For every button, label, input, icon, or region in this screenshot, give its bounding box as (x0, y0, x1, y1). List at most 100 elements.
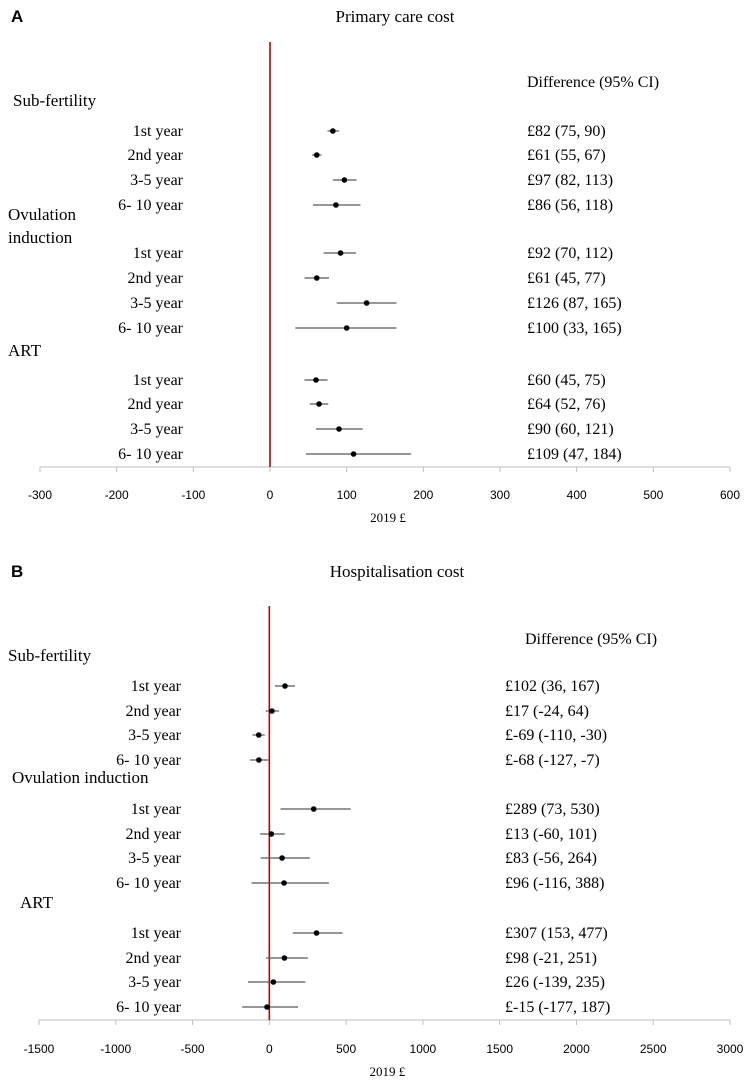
estimate-point (313, 930, 320, 936)
panel-a: A Primary care cost Difference (95% CI) -30… (8, 7, 740, 525)
estimate-point (269, 708, 275, 714)
estimate-point (264, 1004, 270, 1010)
row-label: 6- 10 year (118, 446, 184, 463)
x-tick-label: -100 (181, 488, 205, 502)
x-tick-label: 100 (337, 488, 357, 502)
difference-value: £61 (45, 77) (527, 270, 606, 287)
difference-value: £98 (-21, 251) (505, 950, 597, 967)
difference-value: £97 (82, 113) (527, 172, 613, 189)
difference-value: £96 (-116, 388) (505, 875, 604, 892)
estimate-point (310, 806, 317, 812)
estimate-point (341, 177, 348, 183)
x-axis-label: 2019 £ (369, 1064, 405, 1079)
difference-value: £92 (70, 112) (527, 245, 613, 262)
group-label: Ovulation induction (12, 768, 149, 787)
estimate-point (316, 401, 322, 407)
x-tick-label: -200 (105, 488, 129, 502)
difference-value: £-69 (-110, -30) (505, 727, 607, 744)
estimate-point (279, 855, 285, 861)
row-label: 1st year (133, 123, 184, 140)
difference-value: £83 (-56, 264) (505, 850, 597, 867)
estimate-point (330, 128, 336, 134)
difference-value: £64 (52, 76) (527, 396, 606, 413)
row-label: 1st year (131, 801, 182, 818)
estimate-point (343, 325, 350, 331)
x-tick-label: 200 (413, 488, 433, 502)
estimate-point (313, 275, 320, 281)
row-label: 2nd year (127, 396, 183, 413)
group-label: Sub-fertility (8, 646, 92, 665)
difference-value: £82 (75, 90) (527, 123, 606, 140)
x-tick-label: -1500 (24, 1042, 55, 1056)
row-label: 1st year (133, 245, 184, 262)
row-label: 6- 10 year (118, 197, 184, 214)
row-label: 6- 10 year (116, 752, 182, 769)
x-tick-label: 500 (643, 488, 663, 502)
difference-value: £126 (87, 165) (527, 295, 622, 312)
row-label: 3-5 year (130, 295, 184, 312)
row-label: 2nd year (125, 950, 181, 967)
x-tick-label: 1000 (410, 1042, 437, 1056)
estimate-point (255, 732, 262, 738)
x-tick-label: 300 (490, 488, 510, 502)
difference-value: £61 (55, 67) (527, 147, 606, 164)
x-tick-label: 500 (336, 1042, 356, 1056)
group-label: Ovulation (8, 205, 76, 224)
estimate-point (256, 757, 262, 763)
panel-letter: A (11, 7, 23, 26)
estimate-point (336, 426, 342, 432)
x-tick-label: 3000 (717, 1042, 744, 1056)
row-label: 3-5 year (130, 421, 184, 438)
estimate-point (333, 202, 339, 208)
difference-value: £102 (36, 167) (505, 678, 600, 695)
x-tick-label: -300 (28, 488, 52, 502)
x-tick-label: -1000 (100, 1042, 131, 1056)
x-tick-label: 0 (266, 1042, 273, 1056)
estimate-point (337, 250, 344, 256)
estimate-point (270, 979, 277, 985)
estimate-point (282, 683, 288, 689)
difference-value: £26 (-139, 235) (505, 974, 605, 991)
x-tick-label: -500 (181, 1042, 205, 1056)
row-label: 1st year (131, 925, 182, 942)
row-label: 1st year (131, 678, 182, 695)
row-label: 6- 10 year (116, 999, 182, 1016)
row-label: 6- 10 year (118, 320, 184, 337)
difference-value: £17 (-24, 64) (505, 703, 589, 720)
difference-value: £60 (45, 75) (527, 372, 606, 389)
estimate-point (350, 451, 357, 457)
difference-value: £13 (-60, 101) (505, 826, 597, 843)
row-label: 3-5 year (130, 172, 184, 189)
estimate-point (363, 300, 370, 306)
row-label: 2nd year (125, 703, 181, 720)
group-label: ART (20, 893, 54, 912)
panel-letter: B (11, 562, 23, 581)
row-label: 1st year (133, 372, 184, 389)
row-label: 2nd year (127, 270, 183, 287)
row-label: 3-5 year (128, 727, 182, 744)
row-label: 3-5 year (128, 974, 182, 991)
difference-value: £90 (60, 121) (527, 421, 614, 438)
estimate-point (313, 152, 320, 158)
panel-b: B Hospitalisation cost Difference (95% CI)… (8, 562, 744, 1079)
difference-value: £100 (33, 165) (527, 320, 622, 337)
x-tick-label: 600 (720, 488, 740, 502)
difference-value: £86 (56, 118) (527, 197, 613, 214)
estimate-point (268, 831, 275, 837)
estimate-point (313, 377, 319, 383)
difference-value: £-15 (-177, 187) (505, 999, 610, 1016)
x-tick-label: 2500 (640, 1042, 667, 1056)
row-label: 2nd year (127, 147, 183, 164)
x-axis-label: 2019 £ (370, 510, 406, 525)
x-tick-label: 400 (567, 488, 587, 502)
estimate-point (281, 880, 287, 886)
difference-column-header: Difference (95% CI) (527, 74, 659, 91)
group-label: induction (8, 228, 73, 247)
x-tick-label: 1500 (486, 1042, 513, 1056)
group-label: Sub-fertility (13, 91, 97, 110)
x-tick-label: 2000 (563, 1042, 590, 1056)
x-tick-label: 0 (267, 488, 274, 502)
difference-value: £289 (73, 530) (505, 801, 600, 818)
difference-value: £307 (153, 477) (505, 925, 608, 942)
